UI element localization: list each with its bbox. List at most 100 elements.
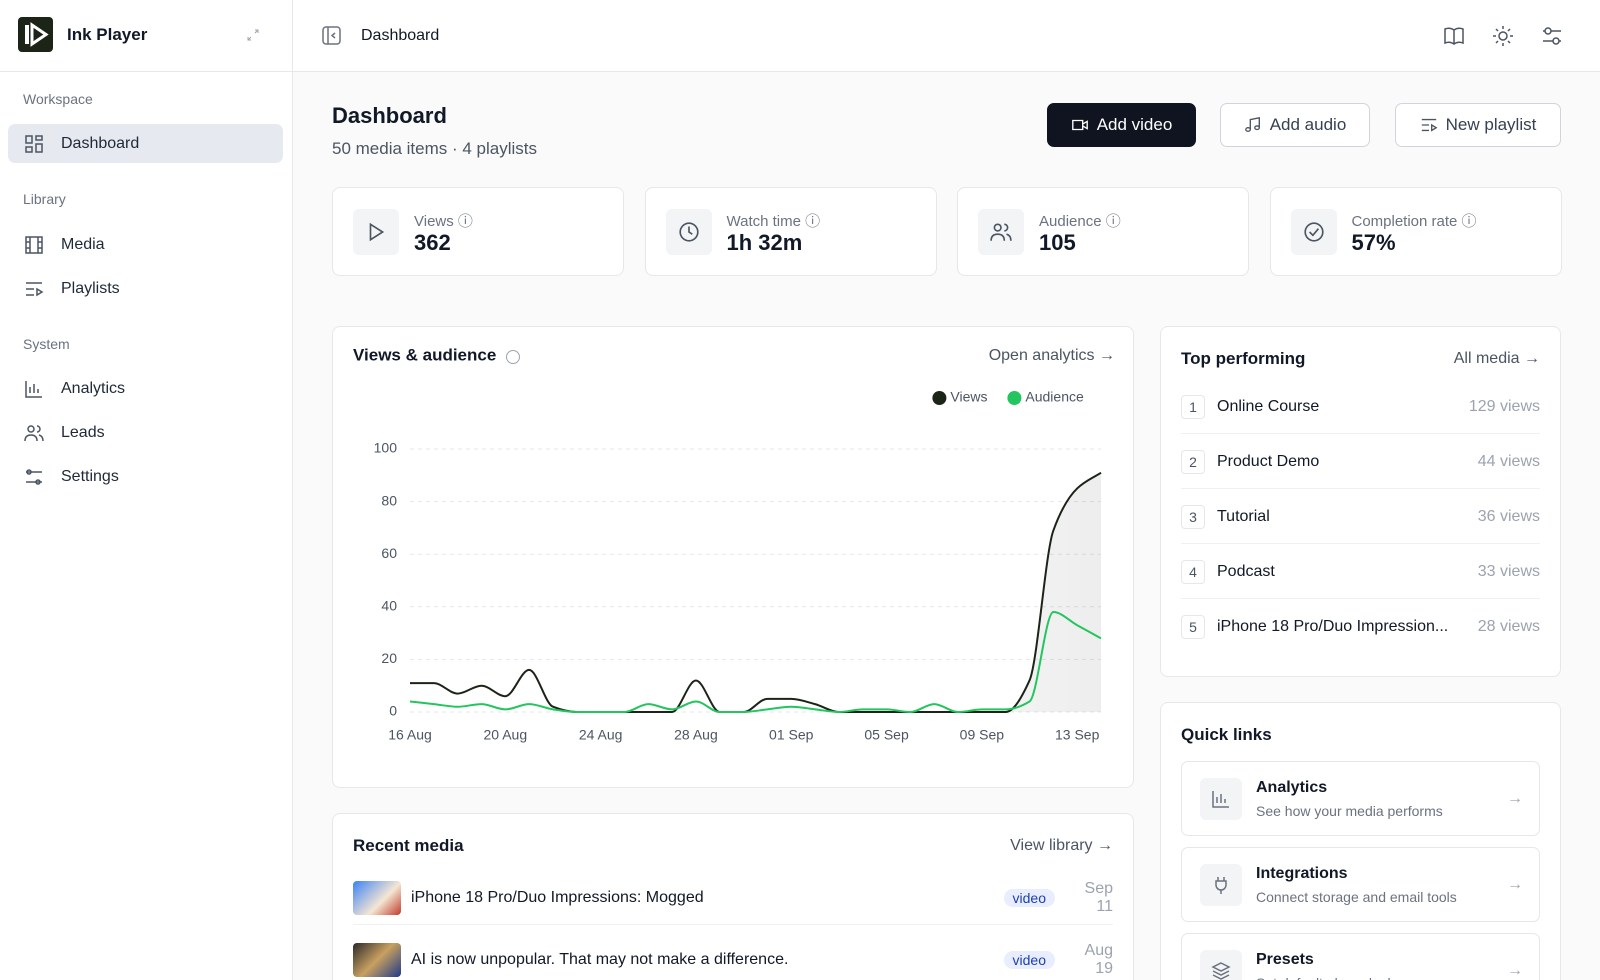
quick-link[interactable]: Analytics See how your media performs → [1181,761,1540,836]
icon [1420,116,1438,134]
legend-label: Audience [1025,389,1084,405]
nav-item[interactable]: Media [8,225,283,264]
y-tick-label: 40 [381,598,397,614]
arrow: → [1507,790,1523,807]
action-button[interactable]: New playlist [1395,103,1561,147]
media-row[interactable]: AI is now unpopular. That may not make a… [353,933,1113,980]
stat-value: 1h 32m [726,230,803,255]
media-row[interactable]: iPhone 18 Pro/Duo Impressions: Mogged vid… [353,871,1113,925]
action-button[interactable]: Add video [1047,103,1196,147]
y-tick-label: 0 [389,703,397,719]
top-performing-card: Top performing All media → 1 Online Cours… [1160,326,1561,677]
icon [1211,961,1231,980]
action-label[interactable]: New playlist [1445,115,1537,134]
info-icon: ⓘ [453,213,473,230]
legend-swatch [932,391,947,405]
views: 36 views [1477,507,1540,525]
icon [24,279,61,299]
section-title: Library [23,191,66,207]
chart-link[interactable]: Open analytics → [989,347,1115,364]
nav-label[interactable]: Playlists [61,279,120,297]
icon [990,221,1012,243]
topbar: Dashboard [293,0,1600,72]
link-text[interactable]: All media [1453,350,1520,367]
quick-link[interactable]: Presets Set default player looks → [1181,933,1540,980]
chart: Views & audience Open analytics → 0 20 40 60 8… [353,345,1115,743]
top-row[interactable]: 4 Podcast 33 views [1181,545,1540,599]
quick-link-title: Analytics [1256,779,1328,796]
top-row[interactable]: 2 Product Demo 44 views [1181,435,1540,489]
stat-value: 57% [1351,230,1396,255]
expand-icon[interactable] [246,28,260,42]
stat-icon [978,209,1024,255]
action-label[interactable]: Add video [1096,115,1173,134]
link-text[interactable]: View library [1010,837,1093,854]
stat-value: 362 [414,230,451,255]
icon [1211,875,1231,895]
quick-link-icon [1200,950,1242,980]
settings-icon[interactable] [1541,25,1563,47]
media-type: video [1003,951,1055,969]
stat-label: Views [414,213,454,230]
nav-label[interactable]: Leads [61,423,105,441]
theme-icon[interactable] [1492,25,1514,47]
line [410,471,1102,713]
arrow: → [1507,962,1523,979]
card-title: Recent media [353,836,464,855]
action-button[interactable]: Add audio [1220,103,1370,147]
nav-item[interactable]: Analytics [8,369,283,408]
icon [24,423,61,443]
action-label[interactable]: Add audio [1269,115,1347,134]
nav-label[interactable]: Analytics [61,379,126,397]
stat-card: Watch time ⓘ 1h 32m [644,187,937,276]
top-row[interactable]: 1 Online Course 129 views [1181,380,1540,434]
nav-item[interactable]: Leads [8,413,283,452]
nav-item[interactable]: Settings [8,457,283,496]
views: 44 views [1477,452,1540,470]
quick-link-title: Presets [1256,951,1314,968]
quick-links-card: Quick links Analytics See how your media … [1160,702,1561,980]
quick-link-desc: Set default player looks [1256,975,1402,980]
top-row[interactable]: 5 iPhone 18 Pro/Duo Impression... 28 views [1181,600,1540,654]
line [409,611,1102,714]
top-row[interactable]: 3 Tutorial 36 views [1181,490,1540,544]
stat-card: Audience ⓘ 105 [957,187,1249,276]
x-tick-label: 24 Aug [579,727,623,743]
page-subtitle: 50 media items · 4 playlists [332,139,538,158]
x-tick-label: 01 Sep [769,727,814,743]
media-type: video [1003,888,1055,907]
stat-card: Views ⓘ 362 [332,187,624,276]
card-link[interactable]: View library → [1010,837,1113,854]
nav-item[interactable]: Dashboard [8,124,283,163]
nav-label[interactable]: Media [61,235,105,253]
nav-label[interactable]: Settings [61,467,119,485]
nav-item[interactable]: Playlists [8,269,283,308]
quick-link[interactable]: Integrations Connect storage and email to… [1181,847,1540,922]
chart-title: Views & audience [353,345,496,364]
media-date: Aug 19 [1084,942,1113,977]
arrow: → [1507,876,1523,893]
card-link[interactable]: All media → [1453,350,1540,367]
rank: 3 [1181,504,1205,529]
legend-label: Views [950,389,987,405]
stat-label: Audience [1039,213,1102,230]
app-name: Ink Player [67,25,148,44]
nav-label[interactable]: Dashboard [61,134,140,152]
stat-label: Completion rate [1351,213,1458,230]
collapse-icon[interactable] [322,26,342,46]
x-tick-label: 16 Aug [388,727,432,743]
media-name: Tutorial [1217,507,1270,525]
stat-icon [665,209,712,255]
rank: 5 [1181,615,1205,639]
info-icon [506,350,520,364]
docs-icon[interactable] [1443,25,1465,47]
link-text[interactable]: Open analytics [989,347,1095,364]
views: 129 views [1468,397,1540,415]
quick-link-icon [1200,778,1242,820]
media-title: iPhone 18 Pro/Duo Impressions: Mogged [411,888,704,906]
icon [1071,116,1089,134]
stat-value: 105 [1039,230,1076,255]
x-tick-label: 13 Sep [1055,727,1100,743]
media-name: Podcast [1217,562,1275,580]
